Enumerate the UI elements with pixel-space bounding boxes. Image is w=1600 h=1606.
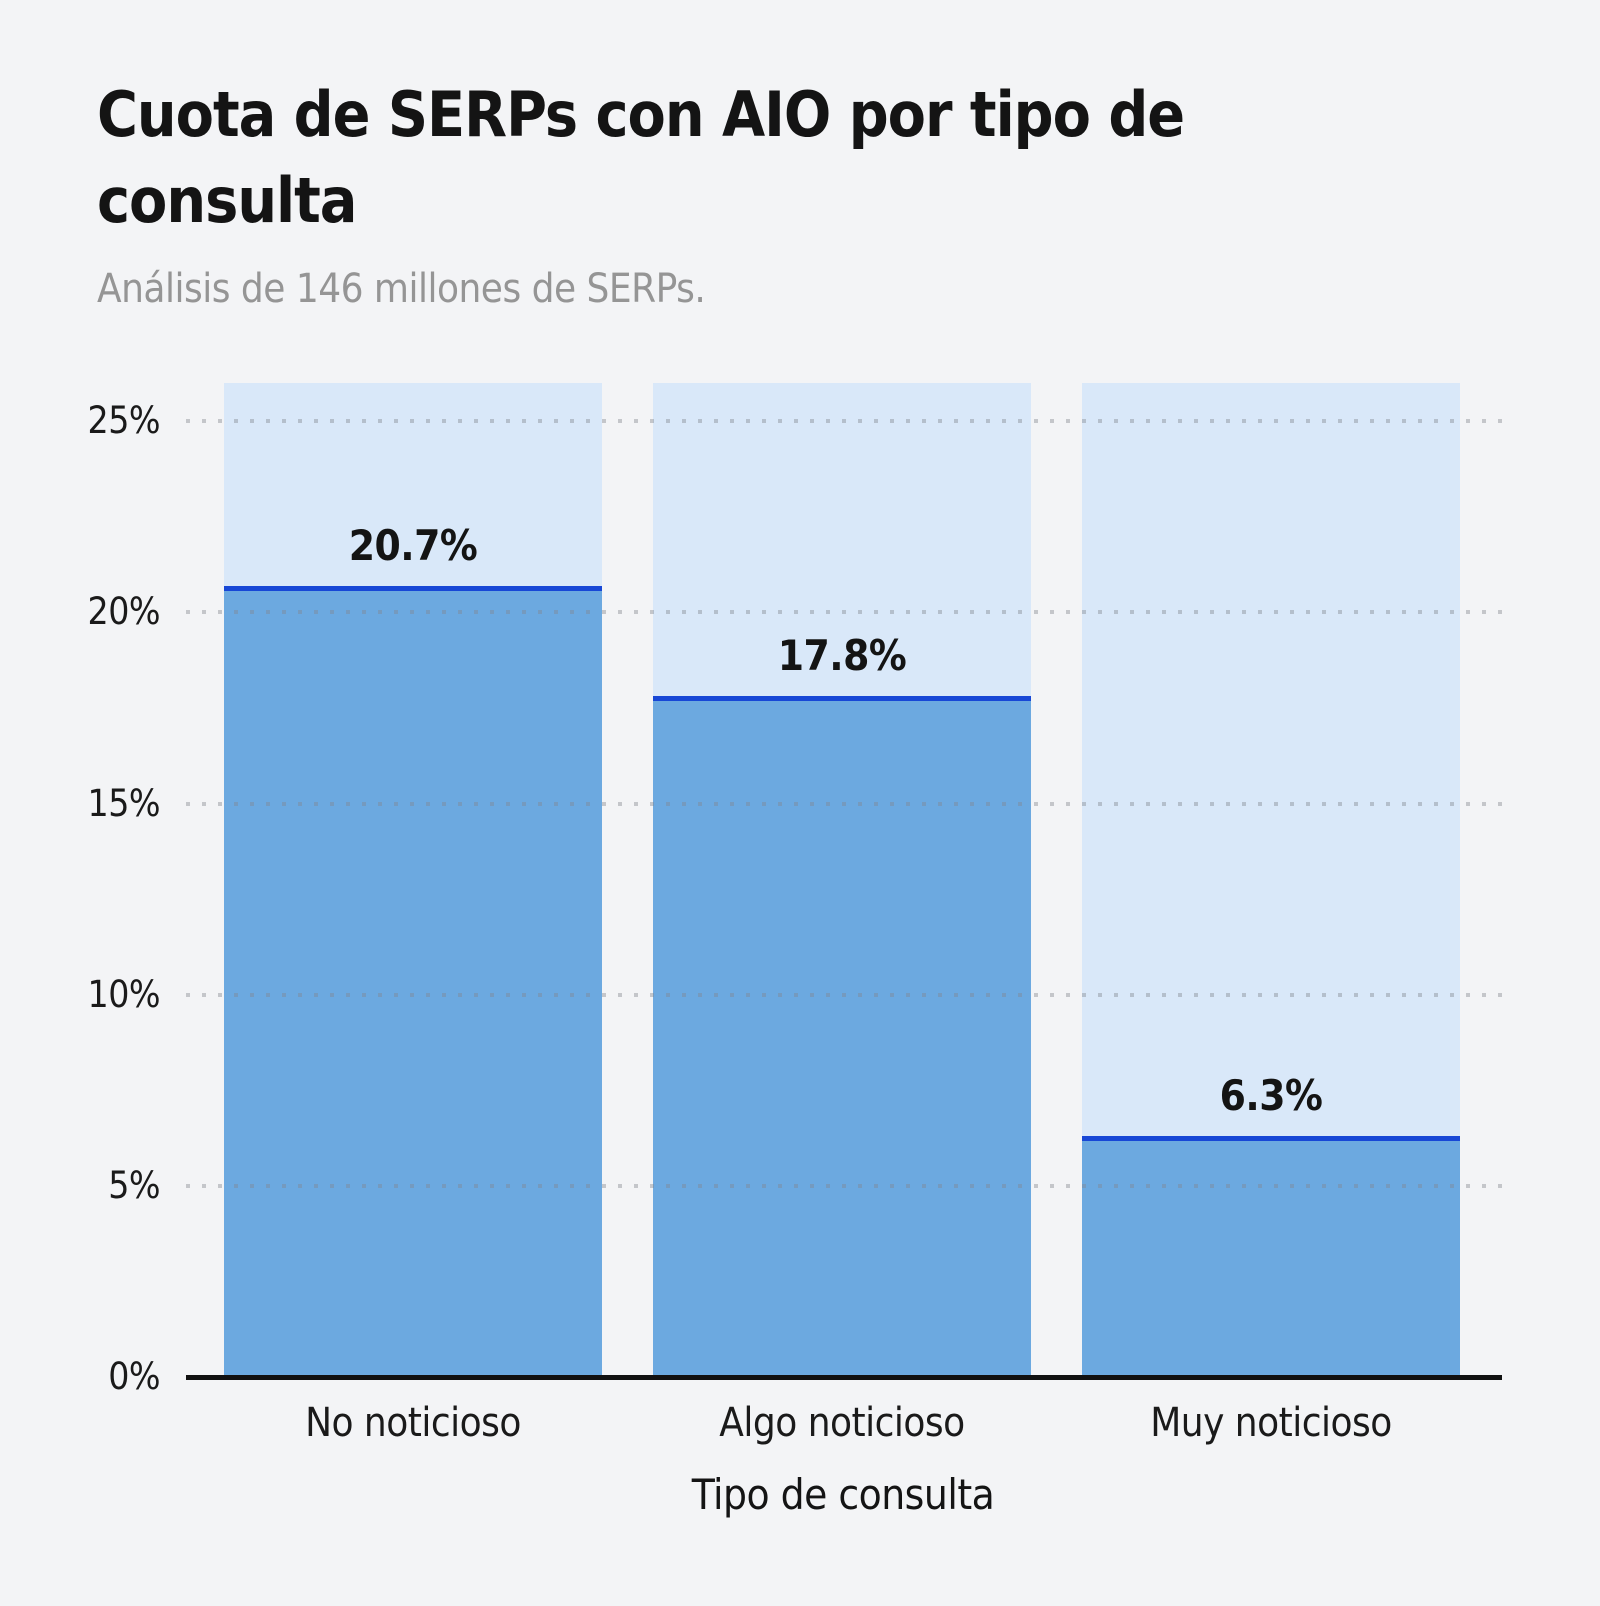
x-category-label: Muy noticioso — [1150, 1400, 1392, 1446]
chart-title: Cuota de SERPs con AIO por tipo de consu… — [97, 78, 1185, 237]
y-tick-label: 10% — [87, 972, 161, 1016]
y-tick-label: 5% — [108, 1163, 160, 1207]
chart-subtitle: Análisis de 146 millones de SERPs. — [97, 266, 706, 312]
y-tick-label: 25% — [87, 399, 161, 443]
gridline — [186, 992, 1502, 997]
plot-area: 0% 5% 10% 15% 20% 25% 20.7% No noticioso 17.8% Al… — [0, 383, 1600, 1446]
x-category-label: Algo noticioso — [719, 1400, 965, 1446]
bar-3: 6.3% — [1082, 383, 1460, 1377]
gridline — [186, 610, 1502, 615]
gridline — [186, 419, 1502, 424]
x-category-label: No noticioso — [305, 1400, 521, 1446]
bar-value-label: 17.8% — [777, 631, 907, 680]
bar-1: 20.7% — [224, 383, 602, 1377]
y-tick-label: 20% — [87, 590, 161, 634]
y-tick-label: 0% — [108, 1355, 160, 1398]
bar-fill — [1082, 1136, 1460, 1377]
gridline — [186, 801, 1502, 806]
bar-2: 17.8% — [653, 383, 1031, 1377]
x-axis-line — [186, 1375, 1502, 1380]
bar-value-label: 20.7% — [348, 521, 478, 570]
bar-fill — [224, 586, 602, 1377]
bar-value-label: 6.3% — [1219, 1071, 1323, 1120]
x-axis-title: Tipo de consulta — [691, 1470, 995, 1519]
y-tick-label: 15% — [87, 781, 161, 825]
gridline — [186, 1183, 1502, 1188]
bar-fill — [653, 696, 1031, 1377]
